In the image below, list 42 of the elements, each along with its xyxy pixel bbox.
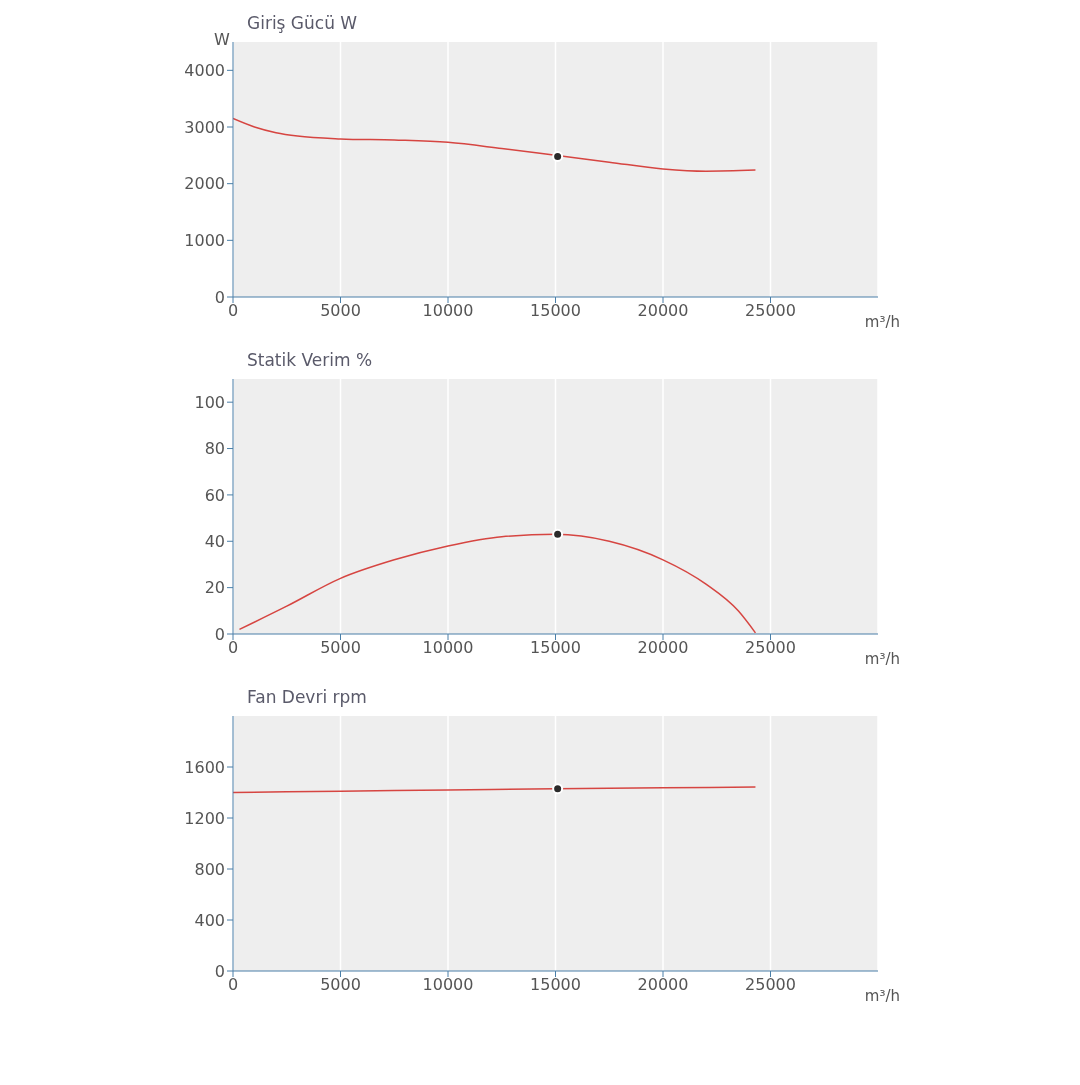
x-tick-label: 0 (227, 638, 239, 658)
x-tick-label: 0 (227, 975, 239, 995)
y-axis-title: W (214, 30, 230, 49)
y-tick-label: 80 (204, 439, 225, 459)
x-tick-label: 25000 (745, 975, 796, 995)
y-tick-label: 60 (204, 485, 225, 505)
y-tick-label: 1600 (184, 757, 225, 777)
x-axis-title: m³/h (864, 313, 900, 331)
y-tick-label: 40 (204, 531, 225, 551)
x-tick-label: 15000 (530, 638, 581, 658)
y-tick-label: 1200 (184, 808, 225, 828)
x-tick-label: 25000 (745, 301, 796, 321)
x-tick-label: 0 (227, 301, 239, 321)
x-tick-label: 15000 (530, 301, 581, 321)
x-tick-label: 10000 (422, 975, 474, 995)
y-tick-label: 20 (204, 578, 225, 598)
y-tick-label: 4000 (184, 61, 225, 81)
y-tick-label: 100 (194, 392, 225, 412)
y-tick-label: 0 (214, 624, 225, 644)
x-axis-title: m³/h (864, 987, 900, 1005)
y-tick-label: 2000 (184, 174, 225, 194)
y-tick-label: 0 (214, 961, 225, 981)
x-tick-label: 20000 (637, 975, 689, 995)
chart-title: Fan Devri rpm (246, 686, 368, 708)
x-tick-label: 10000 (422, 638, 474, 658)
y-tick-label: 0 (214, 287, 225, 307)
x-axis-title: m³/h (864, 650, 900, 668)
chart-title: Giriş Gücü W (247, 13, 358, 33)
x-tick-label: 20000 (637, 638, 689, 658)
line-series (233, 117, 757, 172)
x-tick-label: 10000 (422, 301, 474, 321)
y-tick-label: 1000 (184, 231, 225, 251)
x-tick-label: 5000 (320, 301, 361, 321)
y-tick-label: 400 (194, 910, 225, 930)
chart-title: Statik Verim % (246, 349, 374, 371)
y-tick-label: 800 (194, 859, 225, 879)
x-tick-label: 5000 (320, 975, 361, 995)
x-tick-label: 20000 (637, 301, 689, 321)
y-tick-label: 3000 (184, 117, 225, 137)
x-tick-label: 5000 (320, 638, 361, 658)
x-tick-label: 15000 (530, 975, 581, 995)
x-tick-label: 25000 (745, 638, 796, 658)
